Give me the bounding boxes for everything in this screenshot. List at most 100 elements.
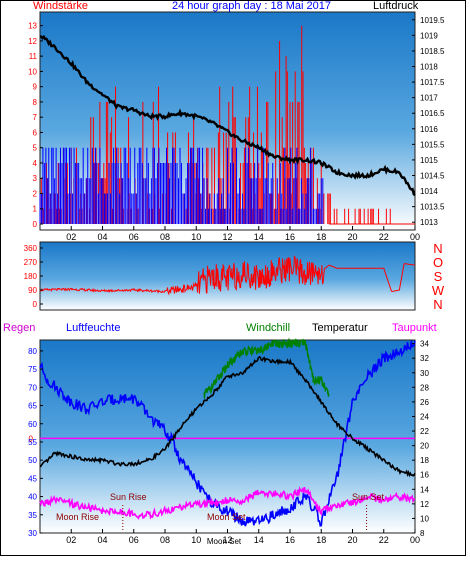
temperature-axis-tick-label: 32 (420, 354, 429, 363)
temperature-axis-tick-label: 20 (420, 442, 429, 451)
windstaerke-axis-tick-label: 1 (33, 205, 38, 214)
humidity-axis-tick-label: 80 (28, 347, 37, 356)
wind-time-axis-tick-label: 16 (285, 232, 295, 242)
temperature-axis-tick-label: 22 (420, 427, 429, 436)
humidity-axis-tick-label: 65 (28, 402, 37, 411)
windstaerke-axis-tick-label: 13 (28, 22, 37, 31)
compass-letter: N (433, 297, 442, 312)
humidity-time-axis-tick-label: 12 (222, 535, 232, 545)
compass-letter: W (432, 283, 445, 298)
temperature-axis-tick-label: 10 (420, 514, 429, 523)
luftdruck-axis-tick-label: 1018 (420, 63, 438, 72)
wind-direction-line (39, 255, 416, 296)
temperature-axis-tick-label: 14 (420, 485, 429, 494)
title-luftfeuchte: Luftfeuchte (66, 322, 121, 334)
humidity-axis-tick-label: 35 (28, 511, 37, 520)
wind-time-axis-tick-label: 06 (129, 232, 139, 242)
windstaerke-axis-tick-label: 3 (33, 174, 38, 183)
temperature-axis-tick-label: 24 (420, 412, 429, 421)
temperature-axis-tick-label: 26 (420, 398, 429, 407)
wind-time-axis-tick-label: 10 (191, 232, 201, 242)
luftdruck-axis-tick-label: 1016.5 (420, 109, 445, 118)
temperature-axis-tick-label: 30 (420, 369, 429, 378)
temperature-axis-tick-label: 16 (420, 471, 429, 480)
luftdruck-axis-tick-label: 1015 (420, 156, 438, 165)
humidity-time-axis-tick-label: 10 (191, 535, 201, 545)
temperature-axis-tick-label: 28 (420, 383, 429, 392)
rain-zero-label: 0 (29, 434, 34, 443)
humidity-line (39, 340, 416, 527)
humidity-time-axis-tick-label: 00 (410, 535, 420, 545)
humidity-time-axis-tick-label: 06 (129, 535, 139, 545)
humidity-axis-tick-label: 50 (28, 456, 37, 465)
luftdruck-axis-tick-label: 1014 (420, 187, 438, 196)
humidity-axis-tick-label: 55 (28, 438, 37, 447)
wind-time-axis-tick-label: 08 (160, 232, 170, 242)
luftdruck-axis-tick-label: 1015.5 (420, 140, 445, 149)
humidity-time-axis-tick-label: 02 (66, 535, 76, 545)
compass-letter: N (433, 241, 442, 256)
luftdruck-axis-tick-label: 1014.5 (420, 172, 445, 181)
luftdruck-axis-tick-label: 1016 (420, 125, 438, 134)
wind-time-axis-tick-label: 00 (410, 232, 420, 242)
direction-degrees-axis-tick-label: 90 (28, 286, 37, 295)
windstaerke-axis-tick-label: 10 (28, 67, 37, 76)
humidity-temperature-plot: 0303540455055606570758081012141618202224… (28, 337, 429, 546)
windstaerke-axis-tick-label: 9 (33, 83, 38, 92)
direction-degrees-axis-tick-label: 180 (24, 272, 38, 281)
title-regen: Regen (3, 322, 36, 334)
wind-time-axis-tick-label: 22 (379, 232, 389, 242)
moon-set-axis-label: Moon Set (207, 537, 242, 546)
direction-degrees-axis-tick-label: 0 (33, 300, 38, 309)
humidity-time-axis-tick-label: 18 (316, 535, 326, 545)
wind-time-axis-tick-label: 14 (254, 232, 264, 242)
humidity-time-axis-tick-label: 16 (285, 535, 295, 545)
windchill-line (203, 337, 330, 399)
windstaerke-axis-tick-label: 8 (33, 98, 38, 107)
humidity-axis-tick-label: 30 (28, 529, 37, 538)
sun-rise-label: Sun Rise (110, 492, 147, 502)
moon-rise-label: Moon Rise (56, 512, 99, 522)
luftdruck-axis-tick-label: 1019.5 (420, 16, 445, 25)
luftdruck-axis-tick-label: 1017.5 (420, 78, 445, 87)
wind-time-axis-tick-label: 02 (66, 232, 76, 242)
windstaerke-axis-tick-label: 6 (33, 128, 38, 137)
dewpoint-line (39, 486, 415, 520)
compass-letter: O (433, 255, 443, 270)
compass-letter: S (434, 269, 443, 284)
temperature-axis-tick-label: 34 (420, 340, 429, 349)
moon-set-label: Moon Set (207, 512, 246, 522)
luftdruck-axis-tick-label: 1013 (420, 218, 438, 227)
humidity-time-axis-tick-label: 14 (254, 535, 264, 545)
humidity-time-axis-tick-label: 22 (379, 535, 389, 545)
wind-time-axis-tick-label: 18 (316, 232, 326, 242)
temperature-axis-tick-label: 8 (420, 529, 425, 538)
humidity-axis-tick-label: 60 (28, 420, 37, 429)
humidity-temperature-panel-bg (39, 339, 416, 534)
title-luftdruck: Luftdruck (373, 0, 419, 12)
luftdruck-axis-tick-label: 1018.5 (420, 47, 445, 56)
windstaerke-axis-tick-label: 5 (33, 144, 38, 153)
luftdruck-axis-tick-label: 1017 (420, 94, 438, 103)
windstaerke-axis-tick-label: 0 (33, 220, 38, 229)
humidity-time-axis-tick-label: 08 (160, 535, 170, 545)
sun-set-label: Sun Set (352, 492, 385, 502)
temperature-axis-tick-label: 18 (420, 456, 429, 465)
temperature-axis-tick-label: 12 (420, 500, 429, 509)
windstaerke-axis-tick-label: 12 (28, 37, 37, 46)
title-temperatur: Temperatur (312, 322, 368, 334)
humidity-axis-tick-label: 40 (28, 493, 37, 502)
luftdruck-axis-tick-label: 1013.5 (420, 203, 445, 212)
title-taupunkt: Taupunkt (392, 322, 437, 334)
chart-title: 24 hour graph day : 18 Mai 2017 (172, 0, 332, 12)
wind-time-axis-tick-label: 04 (97, 232, 107, 242)
windstaerke-axis-tick-label: 2 (33, 189, 38, 198)
wind-time-axis-tick-label: 12 (222, 232, 232, 242)
humidity-axis-tick-label: 70 (28, 383, 37, 392)
direction-degrees-axis-tick-label: 360 (24, 244, 38, 253)
direction-degrees-axis-tick-label: 270 (24, 258, 38, 267)
temperature-line (39, 355, 416, 478)
